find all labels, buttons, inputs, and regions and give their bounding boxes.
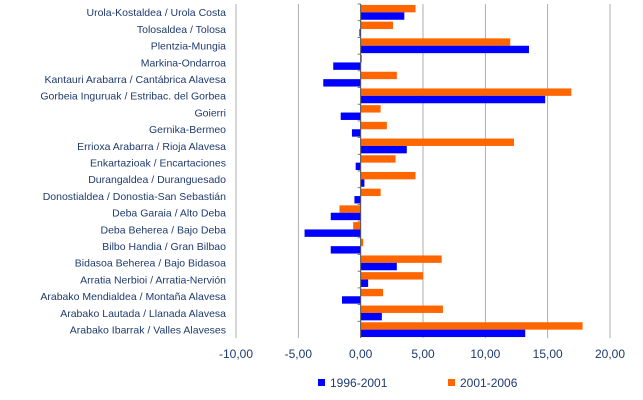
- bar-2001-2006: [360, 71, 397, 80]
- category-label: Bilbo Handia / Gran Bilbao: [102, 241, 226, 253]
- x-tick-label: -10,00: [219, 347, 253, 361]
- bar-1996-2001: [351, 129, 361, 137]
- category-label: Bidasoa Beherea / Bajo Bidasoa: [75, 258, 226, 270]
- value-axis: -10,00 -5,00 0,00 5,00 10,00 15,00 20,00: [219, 3, 625, 361]
- bar-1996-2001: [333, 62, 361, 70]
- bar-2001-2006: [360, 288, 384, 297]
- legend: 1996-2001 2001-2006: [318, 376, 518, 390]
- bar-1996-2001: [360, 145, 407, 154]
- category-label: Arabako Mendialdea / Montaña Alavesa: [40, 291, 226, 303]
- bar-1996-2001: [354, 196, 361, 204]
- bar-2001-2006: [360, 88, 572, 96]
- x-tick-label: 0,00: [349, 347, 373, 361]
- bar-2001-2006: [360, 38, 511, 46]
- legend-swatch: [448, 379, 455, 386]
- bar-2001-2006: [360, 188, 381, 197]
- legend-swatch: [318, 379, 325, 386]
- bar-2001-2006: [360, 238, 364, 247]
- bar-1996-2001: [323, 79, 361, 87]
- bar-2001-2006: [360, 305, 443, 313]
- category-label: Gernika-Bermeo: [149, 124, 226, 136]
- category-label: Markina-Ondarroa: [141, 57, 226, 69]
- legend-label: 1996-2001: [330, 376, 388, 390]
- bar-1996-2001: [330, 212, 361, 221]
- category-label: Arabako Lautada / Llanada Alavesa: [60, 308, 226, 320]
- category-label: Deba Beherea / Bajo Deba: [100, 224, 226, 236]
- bar-1996-2001: [360, 45, 529, 54]
- category-label: Goierri: [194, 107, 226, 119]
- bar-2001-2006: [353, 222, 361, 230]
- bar-1996-2001: [360, 279, 369, 287]
- bar-2001-2006: [360, 121, 387, 130]
- x-tick-label: 5,00: [411, 347, 435, 361]
- bar-1996-2001: [360, 179, 365, 187]
- bar-1996-2001: [355, 162, 361, 171]
- bar-1996-2001: [360, 12, 405, 20]
- bar-2001-2006: [360, 171, 416, 180]
- x-tick-label: 10,00: [470, 347, 500, 361]
- category-label: Donostialdea / Donostia-San Sebastián: [43, 191, 226, 203]
- category-labels: Urola-Kostaldea / Urola Costa Tolosaldea …: [40, 7, 226, 336]
- bar-2001-2006: [360, 21, 394, 30]
- category-label: Enkartazioak / Encartaciones: [90, 157, 226, 169]
- bar-2001-2006: [360, 322, 583, 330]
- bar-2001-2006: [360, 138, 515, 146]
- bar-1996-2001: [340, 112, 361, 120]
- category-label: Gorbeia Inguruak / Estribac. del Gorbea: [40, 91, 226, 103]
- legend-label: 2001-2006: [460, 376, 518, 390]
- bar-2001-2006: [360, 55, 362, 63]
- category-label: Arabako Ibarrak / Valles Alaveses: [70, 324, 226, 336]
- x-tick-label: -5,00: [285, 347, 313, 361]
- x-tick-label: 15,00: [533, 347, 563, 361]
- bar-2001-2006: [339, 205, 361, 213]
- category-label: Deba Garaia / Alto Deba: [112, 208, 226, 220]
- bar-2001-2006: [360, 105, 381, 113]
- bar-1996-2001: [330, 246, 361, 254]
- bar-2001-2006: [360, 272, 423, 280]
- category-label: Errioxa Arabarra / Rioja Alavesa: [77, 141, 226, 153]
- bar-2001-2006: [360, 155, 396, 163]
- x-tick-label: 20,00: [595, 347, 625, 361]
- bar-1996-2001: [360, 329, 526, 338]
- category-label: Tolosaldea / Tolosa: [137, 24, 226, 36]
- category-label: Plentzia-Mungia: [151, 41, 226, 53]
- gridlines: [235, 4, 611, 338]
- category-label: Urola-Kostaldea / Urola Costa: [87, 7, 227, 19]
- bar-1996-2001: [360, 262, 397, 271]
- bar-1996-2001: [360, 95, 546, 104]
- category-label: Durangaldea / Duranguesado: [88, 174, 226, 186]
- bar-2001-2006: [360, 255, 442, 263]
- bar-1996-2001: [304, 229, 361, 237]
- category-label: Arratia Nerbioi / Arratia-Nervión: [80, 274, 226, 286]
- bar-2001-2006: [360, 4, 416, 13]
- bar-1996-2001: [360, 312, 382, 321]
- bars: [304, 4, 583, 338]
- bar-1996-2001: [359, 29, 361, 37]
- category-label: Kantauri Arabarra / Cantábrica Alavesa: [44, 74, 226, 86]
- bar-1996-2001: [341, 296, 361, 304]
